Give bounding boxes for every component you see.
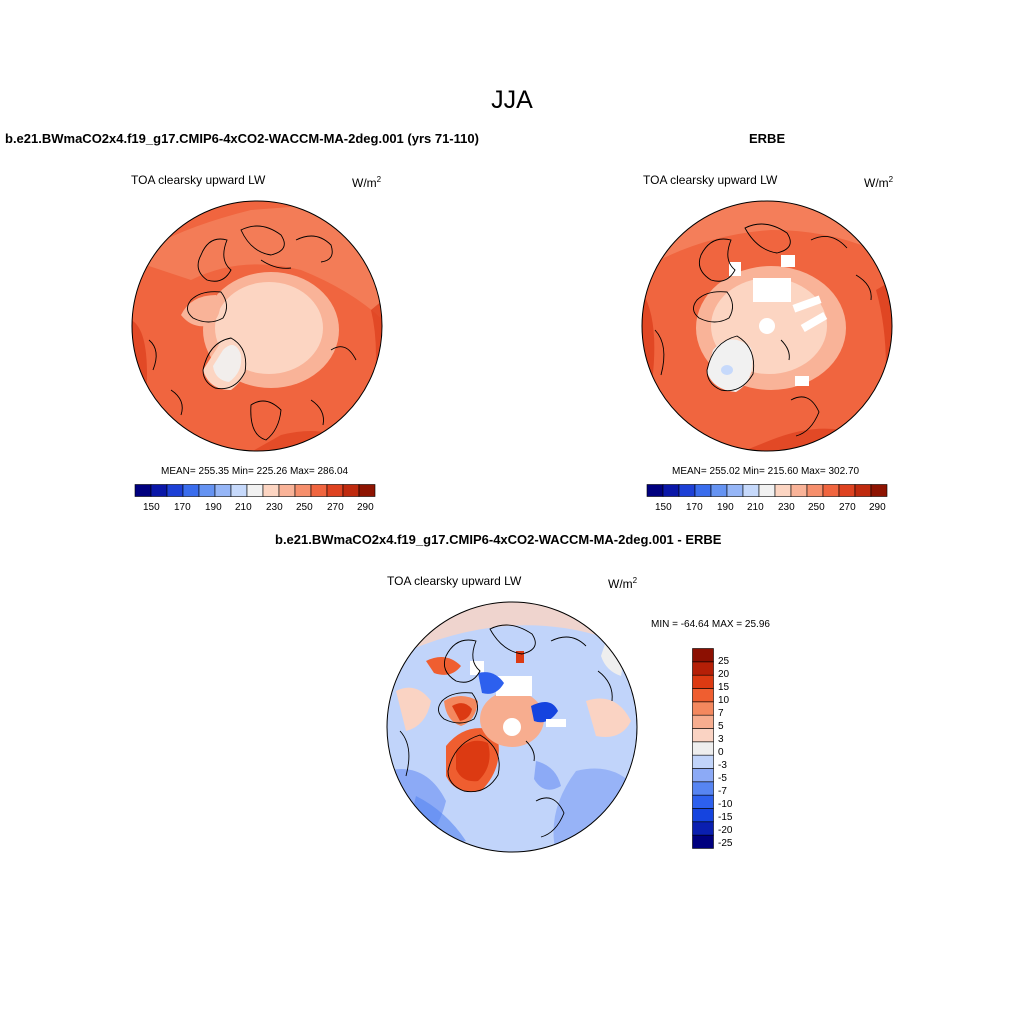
- colorbar-box: [294, 484, 312, 497]
- colorbar-box: [692, 741, 714, 756]
- colorbar-box: [692, 768, 714, 783]
- obs-colorbar-tick-label: 150: [655, 502, 672, 513]
- diff-colorbar-tick-label: -15: [718, 812, 733, 823]
- obs-colorbar-tick-label: 170: [686, 502, 703, 513]
- diff-colorbar-tick-label: -7: [718, 786, 727, 797]
- diff-variable-label: TOA clearsky upward LW: [387, 574, 522, 588]
- diff-colorbar-tick-label: -3: [718, 760, 727, 771]
- diff-units-label: W/m2: [608, 576, 638, 591]
- colorbar-box: [358, 484, 376, 497]
- colorbar-box: [678, 484, 696, 497]
- obs-colorbar: [646, 484, 888, 497]
- diff-polar-map: [386, 601, 638, 853]
- colorbar-box: [726, 484, 744, 497]
- colorbar-box: [134, 484, 152, 497]
- colorbar-box: [326, 484, 344, 497]
- model-colorbar-tick-label: 190: [205, 502, 222, 513]
- model-colorbar-tick-label: 210: [235, 502, 252, 513]
- obs-panel-title: ERBE: [749, 131, 786, 146]
- colorbar-box: [692, 821, 714, 836]
- model-stats-label: MEAN= 255.35 Min= 225.26 Max= 286.04: [161, 466, 349, 477]
- model-colorbar-tick-label: 290: [357, 502, 374, 513]
- diff-colorbar-ticks: 25 20 15 10 7 5 3 0 -3 -5 -7 -10 -15 -20…: [718, 648, 758, 850]
- diff-colorbar-tick-label: 10: [718, 695, 730, 706]
- colorbar-box: [182, 484, 200, 497]
- diff-colorbar-tick-label: 25: [718, 656, 730, 667]
- colorbar-box: [692, 754, 714, 769]
- colorbar-box: [692, 794, 714, 809]
- obs-colorbar-tick-label: 230: [778, 502, 795, 513]
- model-colorbar: [134, 484, 376, 497]
- obs-variable-label: TOA clearsky upward LW: [643, 173, 778, 187]
- model-colorbar-ticks: 150 170 190 210 230 250 270 290: [134, 502, 378, 516]
- colorbar-box: [278, 484, 296, 497]
- colorbar-box: [838, 484, 856, 497]
- colorbar-box: [692, 701, 714, 716]
- diff-colorbar-tick-label: 0: [718, 747, 724, 758]
- colorbar-box: [214, 484, 232, 497]
- diff-colorbar-tick-label: -10: [718, 799, 733, 810]
- colorbar-box: [198, 484, 216, 497]
- colorbar-box: [662, 484, 680, 497]
- colorbar-box: [854, 484, 872, 497]
- colorbar-box: [692, 714, 714, 729]
- diff-colorbar-tick-label: 20: [718, 669, 730, 680]
- model-colorbar-tick-label: 270: [327, 502, 344, 513]
- model-colorbar-tick-label: 230: [266, 502, 283, 513]
- diff-panel-title: b.e21.BWmaCO2x4.f19_g17.CMIP6-4xCO2-WACC…: [275, 532, 722, 547]
- diff-colorbar-tick-label: -20: [718, 825, 733, 836]
- colorbar-box: [342, 484, 360, 497]
- colorbar-box: [822, 484, 840, 497]
- colorbar-box: [710, 484, 728, 497]
- model-colorbar-tick-label: 170: [174, 502, 191, 513]
- diff-colorbar-tick-label: 7: [718, 708, 724, 719]
- obs-colorbar-ticks: 150 170 190 210 230 250 270 290: [646, 502, 890, 516]
- colorbar-box: [692, 834, 714, 849]
- obs-colorbar-tick-label: 210: [747, 502, 764, 513]
- obs-colorbar-tick-label: 270: [839, 502, 856, 513]
- colorbar-box: [692, 728, 714, 743]
- colorbar-box: [692, 808, 714, 823]
- diff-colorbar: [692, 648, 714, 849]
- colorbar-box: [774, 484, 792, 497]
- diff-colorbar-tick-label: -25: [718, 838, 733, 849]
- diff-colorbar-tick-label: 5: [718, 721, 724, 732]
- model-polar-map: [131, 200, 383, 452]
- diff-colorbar-tick-label: 3: [718, 734, 724, 745]
- model-colorbar-tick-label: 250: [296, 502, 313, 513]
- colorbar-box: [692, 674, 714, 689]
- colorbar-box: [742, 484, 760, 497]
- colorbar-box: [790, 484, 808, 497]
- obs-polar-map: [641, 200, 893, 452]
- colorbar-box: [692, 781, 714, 796]
- obs-colorbar-tick-label: 250: [808, 502, 825, 513]
- colorbar-box: [758, 484, 776, 497]
- colorbar-box: [262, 484, 280, 497]
- diff-stats-label: MIN = -64.64 MAX = 25.96: [651, 619, 770, 630]
- colorbar-box: [150, 484, 168, 497]
- diff-colorbar-tick-label: -5: [718, 773, 727, 784]
- colorbar-box: [246, 484, 264, 497]
- colorbar-box: [692, 648, 714, 663]
- obs-colorbar-tick-label: 190: [717, 502, 734, 513]
- model-panel-title: b.e21.BWmaCO2x4.f19_g17.CMIP6-4xCO2-WACC…: [5, 131, 479, 146]
- colorbar-box: [694, 484, 712, 497]
- obs-colorbar-tick-label: 290: [869, 502, 886, 513]
- colorbar-box: [870, 484, 888, 497]
- model-units-label: W/m2: [352, 175, 382, 190]
- colorbar-box: [310, 484, 328, 497]
- colorbar-box: [166, 484, 184, 497]
- colorbar-box: [230, 484, 248, 497]
- colorbar-box: [692, 688, 714, 703]
- model-colorbar-tick-label: 150: [143, 502, 160, 513]
- colorbar-box: [692, 661, 714, 676]
- colorbar-box: [646, 484, 664, 497]
- colorbar-box: [806, 484, 824, 497]
- season-title: JJA: [491, 86, 533, 114]
- diff-colorbar-tick-label: 15: [718, 682, 730, 693]
- obs-stats-label: MEAN= 255.02 Min= 215.60 Max= 302.70: [672, 466, 860, 477]
- obs-units-label: W/m2: [864, 175, 894, 190]
- model-variable-label: TOA clearsky upward LW: [131, 173, 266, 187]
